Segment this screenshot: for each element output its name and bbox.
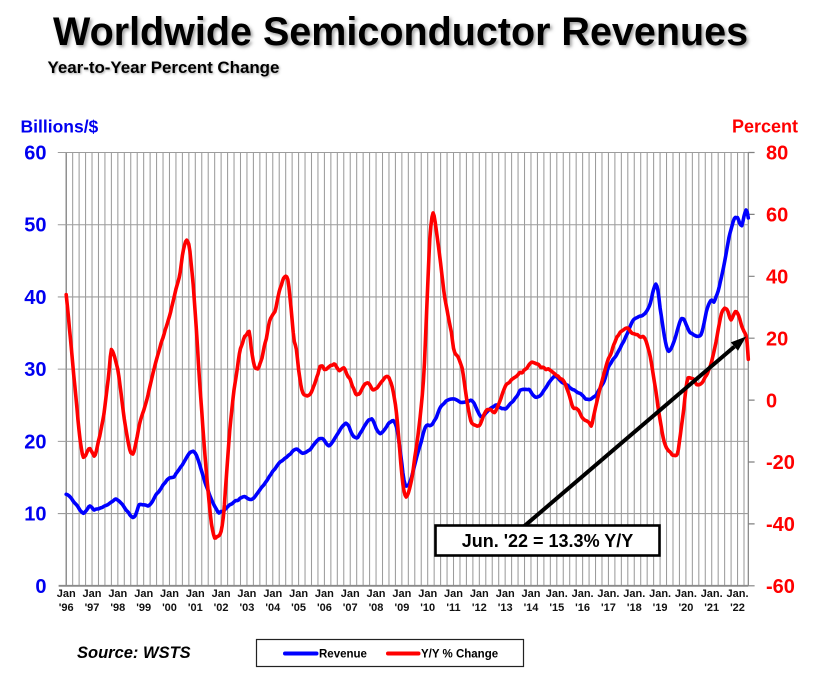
svg-text:Jan.: Jan.: [726, 588, 748, 600]
svg-text:Jan.: Jan.: [623, 588, 645, 600]
svg-text:20: 20: [24, 431, 46, 453]
svg-text:'06: '06: [317, 602, 332, 614]
svg-text:Jan: Jan: [392, 588, 411, 600]
svg-text:'07: '07: [343, 602, 358, 614]
svg-text:60: 60: [24, 143, 46, 165]
svg-text:Jan: Jan: [367, 588, 386, 600]
svg-text:Jan: Jan: [83, 588, 102, 600]
svg-text:'99: '99: [136, 602, 151, 614]
svg-text:40: 40: [766, 267, 788, 289]
svg-text:Jan.: Jan.: [675, 588, 697, 600]
svg-text:20: 20: [766, 328, 788, 350]
svg-text:Jan: Jan: [108, 588, 127, 600]
svg-text:Jan: Jan: [289, 588, 308, 600]
svg-text:0: 0: [766, 390, 777, 412]
svg-text:'20: '20: [678, 602, 693, 614]
svg-text:Jan: Jan: [57, 588, 76, 600]
svg-text:'14: '14: [524, 602, 540, 614]
svg-text:Jan.: Jan.: [649, 588, 671, 600]
svg-text:40: 40: [24, 287, 46, 309]
svg-text:'96: '96: [59, 602, 74, 614]
svg-text:Jan: Jan: [237, 588, 256, 600]
svg-text:'03: '03: [239, 602, 254, 614]
svg-text:Jan: Jan: [341, 588, 360, 600]
svg-text:80: 80: [766, 143, 788, 165]
svg-text:0: 0: [35, 576, 46, 598]
svg-text:Jan: Jan: [212, 588, 231, 600]
svg-text:50: 50: [24, 215, 46, 237]
svg-text:Jan: Jan: [315, 588, 334, 600]
svg-text:'17: '17: [601, 602, 616, 614]
svg-text:10: 10: [24, 504, 46, 526]
svg-text:Jan.: Jan.: [597, 588, 619, 600]
svg-text:'09: '09: [394, 602, 409, 614]
svg-text:Revenue: Revenue: [319, 649, 367, 661]
svg-text:Jan.: Jan.: [572, 588, 594, 600]
svg-text:'00: '00: [162, 602, 177, 614]
svg-text:'22: '22: [730, 602, 745, 614]
svg-text:-60: -60: [766, 576, 795, 598]
svg-text:Jan: Jan: [263, 588, 282, 600]
svg-text:'11: '11: [446, 602, 460, 614]
svg-text:Source: WSTS: Source: WSTS: [77, 644, 191, 662]
svg-text:-20: -20: [766, 452, 795, 474]
svg-text:'98: '98: [110, 602, 125, 614]
svg-text:Jun. '22 = 13.3% Y/Y: Jun. '22 = 13.3% Y/Y: [462, 531, 634, 551]
svg-text:'02: '02: [214, 602, 229, 614]
svg-text:Jan: Jan: [134, 588, 153, 600]
svg-text:Jan: Jan: [186, 588, 205, 600]
svg-text:Jan.: Jan.: [546, 588, 568, 600]
svg-text:'04: '04: [265, 602, 281, 614]
svg-text:Jan.: Jan.: [701, 588, 723, 600]
svg-text:'05: '05: [291, 602, 306, 614]
svg-text:Jan: Jan: [160, 588, 179, 600]
svg-text:Jan: Jan: [418, 588, 437, 600]
svg-text:Billions/$: Billions/$: [21, 117, 99, 137]
svg-text:'19: '19: [653, 602, 668, 614]
svg-text:Jan: Jan: [444, 588, 463, 600]
svg-text:Y/Y % Change: Y/Y % Change: [421, 649, 498, 661]
svg-text:'15: '15: [549, 602, 564, 614]
svg-text:'18: '18: [627, 602, 642, 614]
svg-text:-40: -40: [766, 514, 795, 536]
svg-text:'01: '01: [188, 602, 203, 614]
svg-text:'08: '08: [369, 602, 384, 614]
svg-text:Jan: Jan: [470, 588, 489, 600]
svg-text:'13: '13: [498, 602, 513, 614]
svg-text:'16: '16: [575, 602, 590, 614]
svg-text:'97: '97: [85, 602, 100, 614]
svg-text:Percent: Percent: [732, 117, 798, 137]
svg-text:'10: '10: [420, 602, 435, 614]
svg-text:30: 30: [24, 359, 46, 381]
svg-text:Jan: Jan: [522, 588, 541, 600]
svg-text:Jan: Jan: [496, 588, 515, 600]
svg-text:'21: '21: [704, 602, 719, 614]
svg-text:'12: '12: [472, 602, 487, 614]
svg-text:60: 60: [766, 205, 788, 227]
